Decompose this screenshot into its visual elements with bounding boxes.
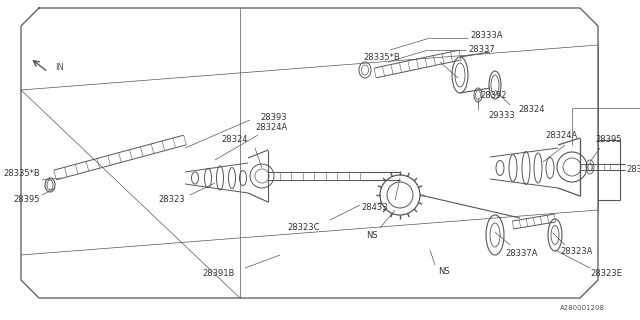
Text: 28335*B: 28335*B <box>364 53 400 62</box>
Text: 28323: 28323 <box>158 196 185 204</box>
Text: 28395: 28395 <box>595 135 621 145</box>
Text: 28391B: 28391B <box>203 268 235 277</box>
Text: 28335*B: 28335*B <box>3 169 40 178</box>
Text: 28323A: 28323A <box>560 247 593 257</box>
Text: 28321: 28321 <box>626 165 640 174</box>
Text: 28323E: 28323E <box>590 269 622 278</box>
Text: NS: NS <box>438 268 450 276</box>
Text: 28393: 28393 <box>260 114 287 123</box>
Text: 28433: 28433 <box>362 204 388 212</box>
Text: A280001208: A280001208 <box>560 305 605 311</box>
Text: 28323C: 28323C <box>287 223 320 233</box>
Text: 28324: 28324 <box>221 135 248 145</box>
Text: 28392: 28392 <box>480 91 506 100</box>
Text: 28333A: 28333A <box>470 31 502 41</box>
Text: 28324: 28324 <box>518 106 545 115</box>
Text: 28324A: 28324A <box>545 131 577 140</box>
Text: 28395: 28395 <box>13 196 40 204</box>
Text: NS: NS <box>366 230 378 239</box>
Text: 28337: 28337 <box>468 45 495 54</box>
Text: IN: IN <box>55 63 64 73</box>
Text: 28324A: 28324A <box>255 124 287 132</box>
Text: 29333: 29333 <box>488 110 515 119</box>
Text: 28337A: 28337A <box>505 249 538 258</box>
